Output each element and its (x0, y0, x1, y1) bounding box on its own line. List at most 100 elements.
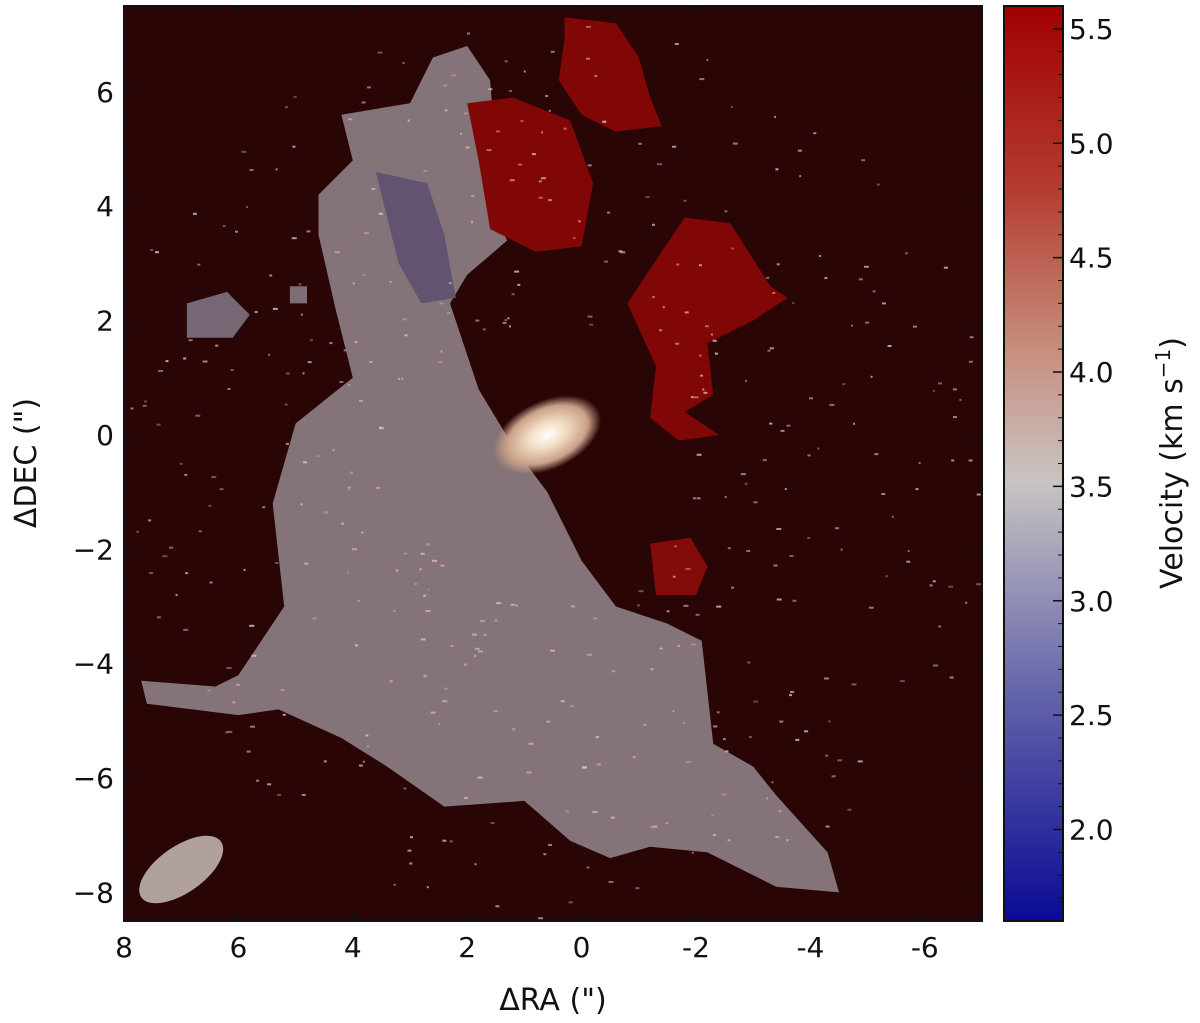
speckle (169, 546, 174, 549)
speckle (377, 51, 383, 54)
speckle (478, 650, 483, 653)
speckle (420, 552, 425, 555)
speckle (364, 232, 370, 235)
speckle (197, 263, 201, 266)
speckle (618, 250, 623, 253)
speckle (775, 168, 779, 171)
speckle (427, 588, 430, 591)
speckle (235, 230, 238, 233)
speckle (548, 199, 553, 202)
speckle (442, 839, 447, 842)
speckle (865, 321, 870, 324)
speckle (471, 195, 475, 198)
speckle (192, 212, 197, 215)
speckle (891, 515, 894, 518)
speckle (448, 282, 452, 285)
speckle (674, 43, 679, 45)
speckle (711, 814, 714, 817)
x-axis-title: ΔRA (") (499, 983, 606, 1018)
speckle (620, 251, 626, 254)
speckle (696, 497, 701, 500)
speckle (724, 496, 727, 499)
speckle (254, 311, 258, 313)
speckle (857, 760, 863, 763)
speckle (376, 486, 381, 489)
speckle (653, 825, 658, 828)
speckle (291, 237, 297, 240)
speckle (773, 564, 778, 567)
speckle (690, 396, 694, 399)
speckle (256, 779, 260, 782)
speckle (699, 78, 705, 81)
speckle (792, 599, 797, 602)
speckle (700, 374, 703, 377)
speckle (155, 251, 159, 254)
speckle (162, 555, 168, 558)
speckle (969, 336, 974, 339)
speckle (488, 88, 493, 91)
speckle (784, 488, 787, 491)
speckle (425, 610, 431, 612)
speckle (241, 150, 247, 153)
speckle (594, 75, 598, 78)
speckle (302, 461, 307, 464)
speckle (650, 825, 655, 828)
speckle (650, 668, 654, 671)
speckle (790, 691, 795, 693)
speckle (685, 567, 691, 570)
speckle (471, 221, 474, 224)
speckle (269, 274, 273, 277)
speckle (652, 223, 655, 226)
speckle (514, 270, 520, 273)
speckle (440, 564, 445, 567)
speckle (665, 822, 668, 825)
speckle (807, 454, 811, 457)
speckle (465, 146, 470, 149)
colorbar-title: Velocity (km s−1) (1151, 337, 1190, 589)
speckle (347, 488, 350, 491)
speckle (789, 555, 794, 557)
speckle (420, 638, 426, 641)
region-red-south (650, 537, 708, 595)
speckle (165, 360, 169, 363)
speckle (251, 654, 257, 657)
speckle (652, 296, 655, 299)
x-tick-label: 8 (115, 931, 133, 964)
speckle (825, 754, 829, 757)
speckle (674, 545, 677, 548)
speckle (409, 862, 413, 865)
speckle (712, 339, 717, 342)
speckle (526, 771, 532, 774)
x-axis: 8 6 4 2 0 -2 -4 -6 (115, 6, 983, 964)
colorbar-gradient (1003, 5, 1064, 922)
speckle (716, 605, 722, 608)
speckle (769, 347, 774, 350)
speckle (724, 210, 728, 213)
speckle (595, 736, 599, 739)
speckle (496, 130, 500, 133)
speckle (710, 333, 713, 336)
speckle (740, 473, 746, 476)
speckle (486, 149, 492, 152)
speckle (915, 488, 919, 491)
speckle (831, 775, 836, 778)
speckle (243, 568, 246, 571)
y-axis: 6 4 2 0 −2 −4 −6 −8 (73, 5, 982, 922)
speckle (825, 825, 830, 828)
speckle (392, 609, 396, 612)
speckle (638, 590, 644, 593)
region-red-north-west (467, 97, 593, 252)
y-tick-label: −2 (73, 533, 114, 566)
speckle (425, 543, 430, 546)
speckle (350, 471, 353, 474)
speckle (369, 361, 373, 363)
speckle (378, 212, 383, 215)
speckle (362, 760, 365, 763)
speckle (507, 317, 510, 320)
speckle (175, 593, 178, 596)
speckle (407, 119, 410, 122)
speckle (225, 731, 229, 734)
speckle (582, 766, 588, 769)
speckle (226, 667, 232, 669)
speckle (677, 644, 681, 647)
